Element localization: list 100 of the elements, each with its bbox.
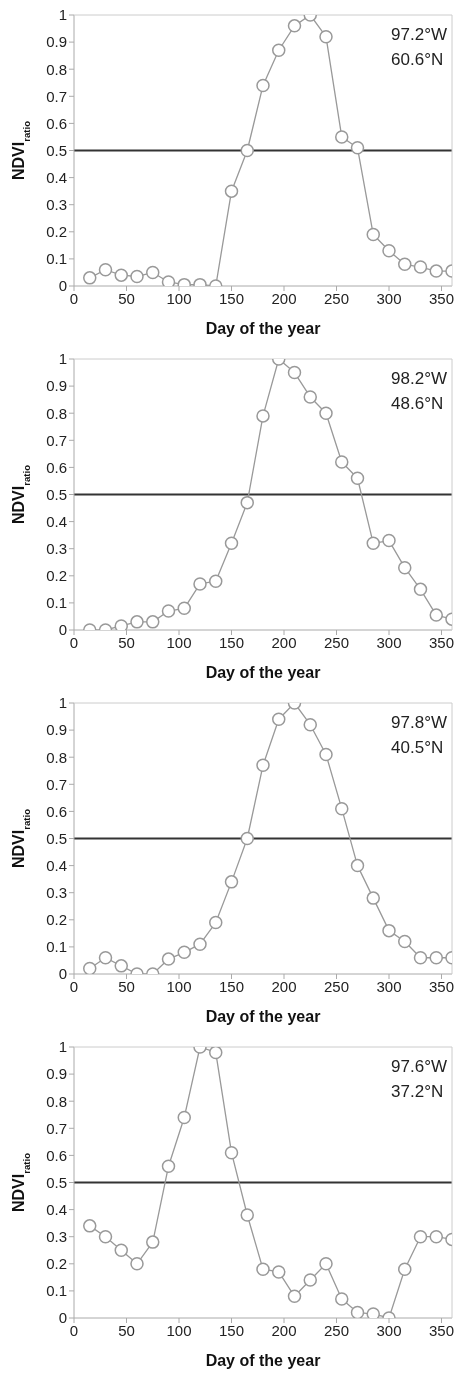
x-tick-label: 250 — [323, 1321, 350, 1339]
y-tick-label: 1 — [58, 6, 67, 24]
point — [161, 604, 176, 618]
y-tick-label: 0.1 — [46, 938, 67, 956]
point — [413, 582, 428, 597]
y-tick-label: 0.4 — [46, 512, 67, 530]
x-tick-label: 150 — [218, 977, 245, 995]
point — [413, 260, 428, 274]
x-tick-label: 100 — [166, 289, 192, 307]
y-tick-label: 0.3 — [46, 1228, 67, 1246]
y-tick-label: 0.7 — [46, 775, 67, 793]
y-tick-label: 0.8 — [46, 404, 67, 422]
point — [382, 533, 396, 548]
point — [319, 747, 333, 762]
point — [398, 1262, 412, 1276]
y-tick-label: 0 — [58, 277, 67, 295]
point — [335, 801, 349, 816]
x-tick-label: 350 — [428, 977, 455, 995]
point — [146, 265, 160, 280]
y-tick-label: 0.9 — [46, 1065, 67, 1083]
x-tick-label: 350 — [428, 1321, 455, 1339]
point — [224, 536, 239, 551]
y-tick-label: 0.6 — [46, 1146, 67, 1164]
y-tick-label: 1 — [58, 350, 67, 368]
annotation: 97.2°W — [391, 24, 447, 46]
point — [303, 1273, 317, 1287]
point — [161, 275, 176, 286]
x-tick-label: 150 — [218, 633, 245, 651]
point — [114, 268, 128, 282]
point — [114, 959, 128, 973]
x-tick-label: 300 — [376, 289, 402, 307]
y-tick-label: 0.2 — [46, 567, 67, 585]
x-tick-label: 200 — [271, 1321, 297, 1339]
point — [272, 712, 286, 727]
y-tick-label: 0 — [58, 621, 67, 639]
x-tick-label: 300 — [376, 977, 402, 995]
point — [366, 891, 380, 905]
x-axis-title: Day of the year — [205, 664, 321, 681]
y-tick-label: 1 — [58, 694, 67, 712]
y-tick-label: 0.1 — [46, 594, 67, 612]
x-axis-title: Day of the year — [205, 1008, 321, 1025]
point — [209, 574, 223, 588]
y-tick-label: 0.8 — [46, 60, 67, 78]
point — [83, 1219, 97, 1233]
x-tick-label: 200 — [271, 289, 297, 307]
x-axis-title: Day of the year — [205, 1352, 321, 1369]
y-tick-label: 0.7 — [46, 431, 67, 449]
point — [130, 269, 144, 284]
point — [398, 934, 412, 949]
y-tick-label: 0.5 — [46, 1173, 67, 1191]
point — [240, 831, 254, 846]
point — [335, 130, 349, 144]
x-tick-label: 0 — [69, 1321, 79, 1339]
x-tick-label: 0 — [69, 977, 79, 995]
point — [161, 1159, 176, 1173]
x-tick-label: 50 — [118, 289, 135, 307]
x-tick-label: 350 — [428, 633, 455, 651]
y-tick-label: 1 — [58, 1038, 67, 1056]
x-tick-label: 250 — [323, 289, 350, 307]
y-tick-label: 0.8 — [46, 748, 67, 766]
annotation: 97.6°W — [391, 1056, 447, 1078]
x-axis-title: Day of the year — [205, 320, 321, 337]
y-tick-label: 0.4 — [46, 856, 67, 874]
point — [209, 915, 223, 930]
point — [256, 409, 270, 423]
y-tick-label: 0.7 — [46, 1119, 67, 1137]
y-tick-label: 0.6 — [46, 114, 67, 132]
point — [224, 875, 239, 889]
point — [429, 1229, 443, 1244]
y-tick-label: 0 — [58, 965, 67, 983]
point — [413, 1229, 428, 1244]
point — [114, 619, 128, 630]
point — [350, 141, 365, 155]
point — [256, 1262, 270, 1276]
y-tick-label: 0.3 — [46, 196, 67, 214]
y-tick-label: 0 — [58, 1309, 67, 1327]
point — [272, 1265, 286, 1279]
point — [256, 758, 270, 773]
point — [209, 1047, 223, 1060]
annotation: 48.6°N — [391, 393, 445, 415]
annotation: 97.8°W — [391, 712, 447, 734]
point — [350, 471, 365, 485]
point — [287, 19, 302, 33]
point — [83, 961, 97, 974]
annotation: 37.2°N — [391, 1081, 445, 1103]
point — [224, 1145, 239, 1160]
annotation: 98.2°W — [391, 368, 447, 390]
point — [240, 143, 254, 158]
point — [319, 406, 333, 420]
x-tick-label: 100 — [166, 977, 192, 995]
x-tick-label: 300 — [376, 1321, 402, 1339]
x-tick-label: 300 — [376, 633, 402, 651]
point — [240, 1208, 254, 1222]
point — [429, 950, 443, 965]
point — [256, 78, 270, 93]
y-tick-label: 0.2 — [46, 1255, 67, 1273]
point — [130, 1257, 144, 1271]
point — [177, 1110, 191, 1125]
y-tick-label: 0.3 — [46, 540, 67, 558]
point — [335, 1292, 349, 1306]
